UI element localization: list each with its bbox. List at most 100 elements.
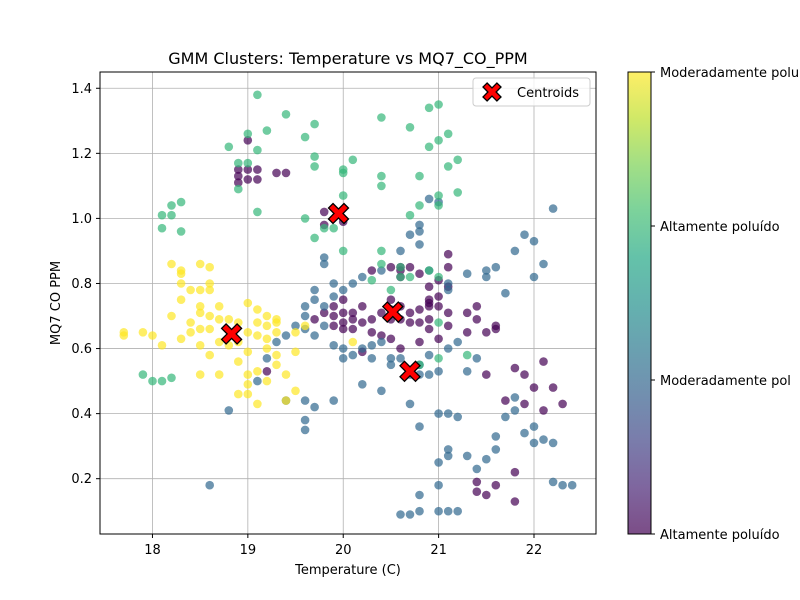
data-point-cluster-0: [434, 334, 443, 344]
x-tick-label: 18: [144, 543, 161, 558]
data-point-cluster-0: [367, 315, 377, 324]
data-point-cluster-2: [434, 136, 443, 145]
data-point-cluster-2: [434, 272, 443, 282]
data-point-cluster-0: [348, 315, 358, 324]
colorbar: Altamente poluído Moderadamente pol Alta…: [627, 66, 800, 543]
y-tick-label: 0.2: [71, 472, 92, 487]
data-point-cluster-2: [415, 171, 424, 181]
data-point-cluster-3: [262, 321, 272, 331]
data-point-cluster-3: [348, 337, 358, 347]
data-point-cluster-2: [405, 210, 415, 220]
data-point-cluster-1: [310, 285, 319, 295]
data-point-cluster-2: [338, 191, 348, 200]
data-point-cluster-0: [243, 136, 253, 145]
data-point-cluster-2: [434, 191, 443, 200]
data-point-cluster-2: [167, 201, 176, 210]
data-point-cluster-2: [415, 201, 424, 210]
data-point-cluster-1: [415, 220, 424, 230]
data-point-cluster-0: [386, 334, 396, 344]
grid-lines: [100, 72, 596, 534]
data-point-cluster-2: [253, 207, 262, 217]
data-point-cluster-0: [462, 328, 472, 337]
data-point-cluster-2: [281, 110, 291, 119]
data-point-cluster-3: [186, 328, 195, 337]
data-point-cluster-0: [358, 302, 367, 311]
data-point-cluster-1: [443, 445, 453, 454]
data-point-cluster-2: [453, 155, 463, 165]
data-point-cluster-1: [396, 510, 405, 519]
data-point-cluster-1: [329, 279, 339, 288]
data-point-cluster-2: [377, 113, 386, 122]
data-point-cluster-2: [310, 119, 319, 129]
data-point-cluster-1: [272, 337, 281, 347]
data-point-cluster-0: [329, 311, 339, 321]
data-point-cluster-1: [415, 422, 424, 431]
data-point-cluster-3: [291, 386, 300, 396]
data-point-cluster-0: [319, 207, 329, 217]
data-point-cluster-2: [338, 246, 348, 256]
y-axis-ticks: 0.2 0.4 0.6 0.8 1.0 1.2 1.4: [71, 82, 100, 487]
data-point-cluster-3: [281, 396, 291, 405]
data-point-cluster-1: [377, 337, 386, 347]
data-point-cluster-2: [243, 129, 253, 139]
data-point-cluster-1: [510, 393, 520, 402]
data-point-cluster-1: [482, 272, 491, 282]
data-point-cluster-3: [214, 370, 224, 379]
data-point-cluster-3: [176, 295, 186, 305]
data-point-cluster-2: [224, 142, 234, 152]
data-point-cluster-1: [377, 386, 386, 396]
data-point-cluster-2: [262, 126, 272, 135]
data-point-cluster-2: [167, 373, 176, 383]
data-point-cluster-3: [253, 331, 262, 340]
data-point-cluster-3: [205, 350, 214, 360]
data-point-cluster-0: [319, 308, 329, 318]
data-point-cluster-0: [329, 321, 339, 331]
data-point-cluster-0: [424, 295, 434, 305]
data-point-cluster-2: [338, 168, 348, 178]
y-tick-label: 0.6: [71, 342, 92, 357]
data-point-cluster-1: [358, 272, 367, 282]
data-point-cluster-3: [253, 367, 262, 376]
data-point-cluster-2: [462, 350, 472, 360]
data-point-cluster-0: [338, 308, 348, 318]
data-point-cluster-3: [243, 370, 253, 379]
y-tick-label: 0.4: [71, 407, 92, 422]
data-point-cluster-0: [348, 324, 358, 334]
data-point-cluster-0: [491, 321, 501, 331]
centroid-marker-0: [220, 322, 243, 345]
data-point-cluster-1: [462, 269, 472, 279]
data-point-cluster-0: [367, 328, 377, 337]
data-point-cluster-1: [415, 506, 424, 516]
data-point-cluster-0: [529, 383, 539, 392]
data-point-cluster-1: [510, 246, 520, 256]
data-point-cluster-1: [520, 428, 529, 438]
data-point-cluster-1: [300, 425, 310, 435]
data-point-cluster-3: [214, 315, 224, 324]
data-point-cluster-1: [529, 422, 539, 431]
data-point-cluster-2: [386, 285, 396, 295]
colorbar-tick-label-1: Moderadamente pol: [660, 374, 791, 389]
data-point-cluster-2: [434, 201, 443, 210]
data-point-cluster-1: [434, 409, 443, 418]
data-point-cluster-0: [405, 318, 415, 327]
data-point-cluster-0: [472, 302, 482, 311]
data-point-cluster-1: [520, 230, 529, 239]
data-point-cluster-2: [424, 142, 434, 152]
data-point-cluster-0: [434, 302, 443, 311]
data-point-cluster-3: [291, 328, 300, 337]
data-point-cluster-3: [205, 324, 214, 334]
data-point-cluster-1: [558, 480, 567, 490]
data-point-cluster-3: [262, 344, 272, 353]
data-point-cluster-1: [358, 380, 367, 389]
data-point-cluster-1: [539, 259, 548, 269]
data-point-cluster-2: [310, 233, 319, 243]
data-point-cluster-0: [424, 324, 434, 334]
data-point-cluster-0: [338, 295, 348, 305]
data-point-cluster-3: [253, 318, 262, 327]
data-point-cluster-1: [424, 194, 434, 204]
data-point-cluster-2: [176, 197, 186, 207]
data-point-cluster-2: [243, 158, 253, 168]
x-axis-label: Temperature (C): [294, 563, 401, 578]
y-tick-label: 0.8: [71, 277, 92, 292]
data-point-cluster-1: [300, 396, 310, 405]
